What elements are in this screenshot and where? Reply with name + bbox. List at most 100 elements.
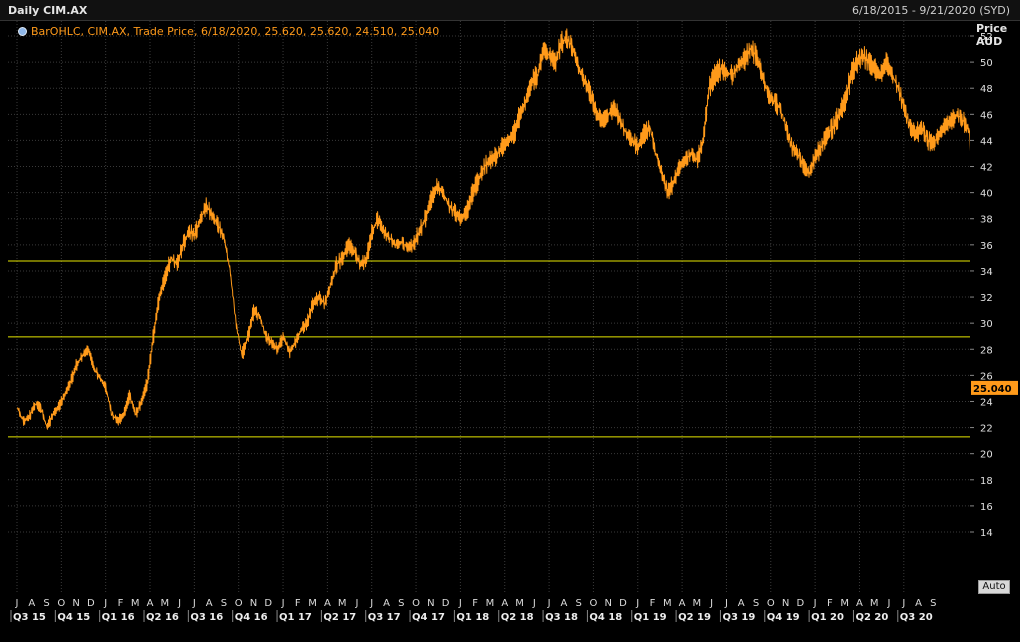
month-label: J xyxy=(192,598,196,609)
y-tick-label: 50 xyxy=(980,58,993,69)
circle-icon xyxy=(18,26,27,36)
month-label: A xyxy=(679,598,686,609)
month-label: M xyxy=(160,598,169,609)
month-label: M xyxy=(515,598,524,609)
y-axis: 14 16 18 20 22 24 26 28 30 32 34 36 38 40 42 44 46 48 50 52… xyxy=(970,32,1018,539)
month-label: F xyxy=(118,598,124,609)
quarter-label: Q2 20 xyxy=(855,612,888,623)
y-tick-label: 40 xyxy=(980,189,993,200)
y-tick-label: 20 xyxy=(980,450,993,461)
month-label: M xyxy=(870,598,879,609)
month-label: J xyxy=(547,598,551,609)
month-label: N xyxy=(604,598,611,609)
legend-text: BarOHLC, CIM.AX, Trade Price, 6/18/2020,… xyxy=(31,24,440,38)
auto-scale-button[interactable]: Auto xyxy=(978,580,1010,594)
month-label: J xyxy=(458,598,462,609)
month-label: M xyxy=(338,598,347,609)
quarter-label: Q1 19 xyxy=(634,612,667,623)
month-label: O xyxy=(412,598,420,609)
date-range: 6/18/2015 - 9/21/2020 (SYD) xyxy=(851,4,1010,17)
quarter-label: Q4 15 xyxy=(57,612,90,623)
month-label: J xyxy=(724,598,728,609)
month-label: J xyxy=(635,598,639,609)
month-label: J xyxy=(177,598,181,609)
month-label: A xyxy=(738,598,745,609)
month-label: S xyxy=(753,598,759,609)
quarter-label: Q1 17 xyxy=(279,612,312,623)
month-label: A xyxy=(324,598,331,609)
quarter-label: Q3 16 xyxy=(190,612,223,623)
month-label: F xyxy=(827,598,833,609)
month-label: M xyxy=(486,598,495,609)
quarter-label: Q4 18 xyxy=(589,612,622,623)
month-label: J xyxy=(103,598,107,609)
y-tick-label: 36 xyxy=(980,241,993,252)
y-tick-label: 46 xyxy=(980,110,993,121)
series-line xyxy=(16,28,970,430)
month-label: A xyxy=(856,598,863,609)
month-label: M xyxy=(693,598,702,609)
month-label: D xyxy=(619,598,627,609)
month-label: J xyxy=(281,598,285,609)
y-tick-label: 22 xyxy=(980,424,993,435)
quarter-label: Q3 17 xyxy=(368,612,401,623)
month-label: J xyxy=(369,598,373,609)
quarter-label: Q1 18 xyxy=(456,612,489,623)
price-chart[interactable]: 34.76528.94621.289 xyxy=(8,21,970,592)
month-label: J xyxy=(709,598,713,609)
y-tick-label: 28 xyxy=(980,345,993,356)
month-label: F xyxy=(472,598,478,609)
month-label: S xyxy=(398,598,404,609)
month-label: A xyxy=(560,598,567,609)
month-label: F xyxy=(650,598,656,609)
month-label: D xyxy=(442,598,450,609)
y-tick-label: 52 xyxy=(980,32,993,43)
quarter-label: Q2 17 xyxy=(323,612,356,623)
quarter-label: Q3 18 xyxy=(545,612,578,623)
quarter-label: Q3 19 xyxy=(722,612,755,623)
month-label: S xyxy=(575,598,581,609)
quarter-label: Q2 18 xyxy=(501,612,534,623)
y-tick-label: 34 xyxy=(980,267,993,278)
y-tick-label: 30 xyxy=(980,319,993,330)
y-tick-label: 44 xyxy=(980,136,993,147)
y-tick-label: 26 xyxy=(980,371,993,382)
series-layer xyxy=(16,28,970,430)
price-axis-label: Price AUD xyxy=(976,22,1007,48)
y-tick-label: 24 xyxy=(980,397,993,408)
y-tick-label: 42 xyxy=(980,163,993,174)
price-label-line1: Price xyxy=(976,22,1008,35)
month-label: F xyxy=(295,598,301,609)
y-tick-label: 16 xyxy=(980,502,993,513)
quarter-label: Q4 17 xyxy=(412,612,445,623)
month-label: J xyxy=(15,598,19,609)
month-label: M xyxy=(840,598,849,609)
quarter-label: Q1 16 xyxy=(102,612,135,623)
month-label: N xyxy=(72,598,79,609)
title-bar: Daily CIM.AX 6/18/2015 - 9/21/2020 (SYD) xyxy=(0,0,1020,21)
quarter-label: Q3 15 xyxy=(13,612,46,623)
month-label: A xyxy=(383,598,390,609)
month-label: O xyxy=(57,598,65,609)
month-label: J xyxy=(354,598,358,609)
month-label: D xyxy=(796,598,804,609)
price-label-line2: AUD xyxy=(976,35,1003,48)
chart-title: Daily CIM.AX xyxy=(8,4,88,17)
quarter-label: Q4 16 xyxy=(235,612,268,623)
y-tick-label: 18 xyxy=(980,476,993,487)
last-value-box xyxy=(971,380,1018,395)
month-label: A xyxy=(501,598,508,609)
legend: BarOHLC, CIM.AX, Trade Price, 6/18/2020,… xyxy=(18,24,439,38)
month-label: S xyxy=(930,598,936,609)
month-label: J xyxy=(813,598,817,609)
y-tick-label: 32 xyxy=(980,293,993,304)
quarter-label: Q3 20 xyxy=(900,612,933,623)
quarter-label: Q4 19 xyxy=(767,612,800,623)
month-label: D xyxy=(87,598,95,609)
grid-lines xyxy=(8,21,970,592)
quarter-label: Q1 20 xyxy=(811,612,844,623)
month-label: O xyxy=(589,598,597,609)
month-label: J xyxy=(901,598,905,609)
